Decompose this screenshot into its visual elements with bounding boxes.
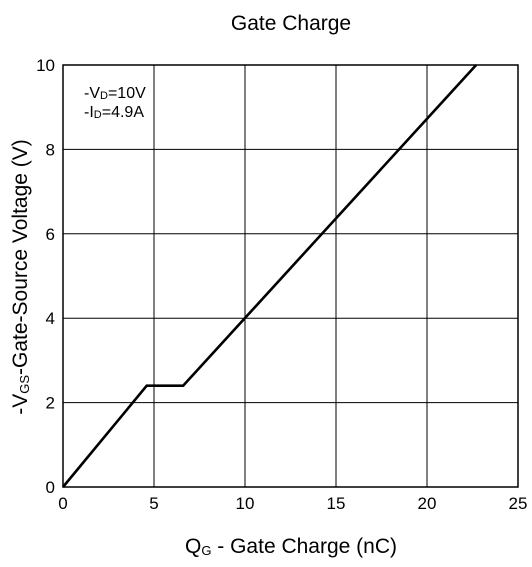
y-tick-label: 8 [46,140,55,159]
y-tick-label: 0 [46,478,55,497]
x-tick-label: 5 [149,494,158,513]
chart-title: Gate Charge [231,12,351,35]
y-tick-label: 4 [46,309,55,328]
x-axis-label: QG - Gate Charge (nC) [185,535,397,558]
x-tick-label: 20 [418,494,437,513]
x-tick-labels: 0 5 10 15 20 25 [58,494,527,513]
y-axis-label: -VGS-Gate-Source Voltage (V) [9,139,32,415]
x-tick-label: 10 [236,494,255,513]
annotation-vd: -VD=10V [84,85,146,102]
annotation-id: -ID=4.9A [84,104,144,121]
series-line [61,64,478,488]
y-tick-label: 2 [46,394,55,413]
y-tick-labels: 0 2 4 6 8 10 [36,56,55,497]
x-tick-label: 0 [58,494,67,513]
grid-lines [62,64,519,488]
x-tick-label: 15 [327,494,346,513]
plot-frame [62,64,519,488]
y-tick-label: 10 [36,56,55,75]
series-layer [61,64,478,488]
y-tick-label: 6 [46,225,55,244]
x-tick-label: 25 [509,494,528,513]
